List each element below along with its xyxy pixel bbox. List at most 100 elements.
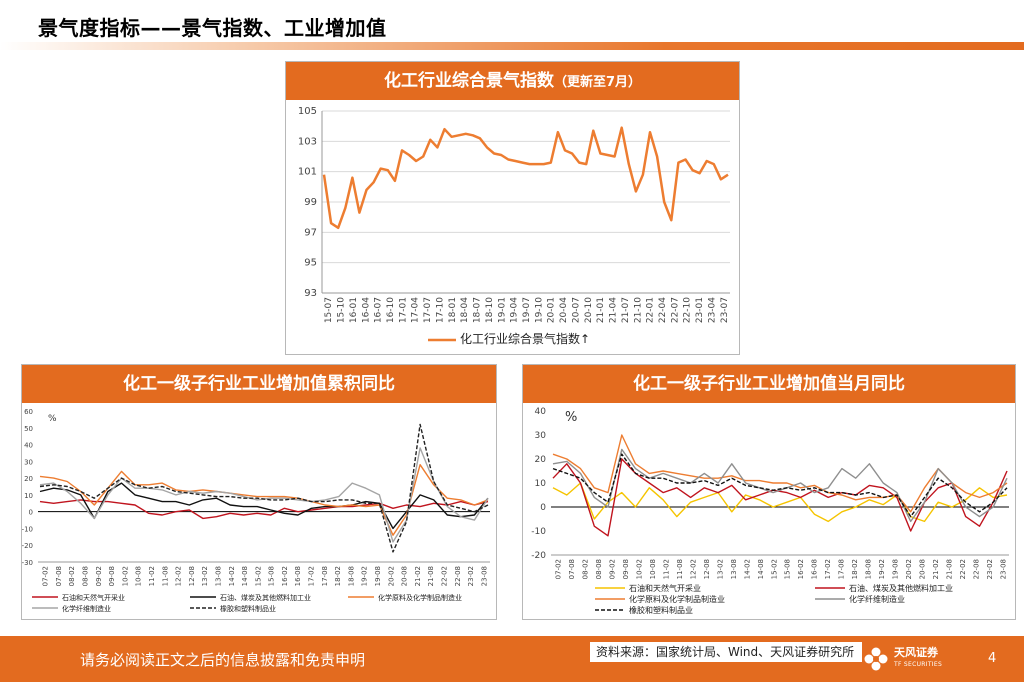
x-tick-label: 19-01 — [497, 297, 507, 323]
series-line-1 — [322, 126, 729, 230]
x-tick-label: 16-02 — [797, 559, 805, 579]
x-tick-label: 07-02 — [555, 559, 563, 579]
x-tick-label: 17-02 — [308, 566, 316, 586]
y-tick-label: 20 — [535, 455, 547, 465]
x-tick-label: 18-10 — [485, 297, 495, 323]
x-tick-label: 22-02 — [959, 559, 967, 579]
x-tick-label: 16-07 — [374, 297, 384, 323]
x-tick-label: 20-10 — [584, 297, 594, 323]
x-tick-label: 09-02 — [95, 566, 103, 586]
x-tick-label: 09-02 — [609, 559, 617, 579]
x-tick-label: 14-02 — [743, 559, 751, 579]
page-number: 4 — [988, 651, 997, 666]
x-tick-label: 20-08 — [401, 566, 409, 586]
x-tick-label: 15-08 — [268, 566, 276, 586]
company-logo: 天风证券 TF SECURITIES — [862, 645, 942, 673]
x-tick-label: 18-04 — [460, 297, 470, 323]
x-tick-label: 19-10 — [534, 297, 544, 323]
x-tick-label: 19-08 — [892, 559, 900, 579]
x-tick-label: 08-02 — [68, 566, 76, 586]
legend-label-5: 橡胶和塑料制品业 — [220, 604, 276, 613]
x-tick-label: 21-04 — [609, 297, 619, 323]
x-tick-label: 09-08 — [108, 566, 116, 586]
x-tick-label: 17-08 — [838, 559, 846, 579]
x-tick-label: 16-01 — [349, 297, 359, 323]
legend-label-3: 化学原料及化学制品制造业 — [378, 593, 462, 602]
y-tick-label: 40 — [535, 407, 547, 417]
series-line-3 — [39, 464, 489, 536]
logo-name: 天风证券 — [894, 646, 938, 659]
legend-label-4: 化学纤维制造业 — [849, 594, 905, 604]
x-tick-label: 17-10 — [435, 297, 445, 323]
y-tick-label: 60 — [24, 408, 33, 416]
source-note: 资料来源：国家统计局、Wind、天风证券研究所 — [590, 642, 863, 662]
y-tick-label: -10 — [22, 525, 33, 533]
y-tick-label: 0 — [540, 503, 546, 513]
x-tick-label: 20-01 — [547, 297, 557, 323]
legend-label-4: 化学纤维制造业 — [62, 604, 111, 613]
x-tick-label: 12-02 — [175, 566, 183, 586]
x-tick-label: 07-08 — [55, 566, 63, 586]
x-tick-label: 23-02 — [467, 566, 475, 586]
x-tick-label: 23-01 — [695, 297, 705, 323]
logo-text: 天风证券 TF SECURITIES — [894, 647, 942, 671]
legend-label-3: 化学原料及化学制品制造业 — [629, 594, 725, 604]
y-tick-label: 30 — [24, 458, 33, 466]
x-tick-label: 22-07 — [670, 297, 680, 323]
x-tick-label: 23-02 — [986, 559, 994, 579]
x-tick-label: 11-08 — [676, 559, 684, 579]
x-tick-label: 23-08 — [480, 566, 488, 586]
x-tick-label: 20-02 — [905, 559, 913, 579]
x-tick-label: 21-10 — [633, 297, 643, 323]
disclaimer-link[interactable]: 请务必阅读正文之后的信息披露和免责申明 — [80, 651, 366, 669]
logo-subtitle: TF SECURITIES — [894, 661, 943, 668]
legend-label-1: 石油和天然气开采业 — [62, 593, 125, 602]
title-rule — [0, 42, 1024, 50]
x-tick-label: 18-02 — [851, 559, 859, 579]
series-line-3 — [552, 434, 1008, 513]
x-tick-label: 16-04 — [361, 297, 371, 323]
x-tick-label: 16-10 — [386, 297, 396, 323]
x-tick-label: 11-08 — [161, 566, 169, 586]
x-tick-label: 23-07 — [720, 297, 730, 323]
x-tick-label: 14-02 — [228, 566, 236, 586]
x-tick-label: 11-02 — [663, 559, 671, 579]
y-tick-label: 40 — [24, 442, 33, 450]
x-tick-label: 07-08 — [568, 559, 576, 579]
ytd-growth-card: 化工一级子行业工业增加值累积同比 -30 -20 -10 0 10 20 30 40 50 60 0… — [21, 364, 497, 620]
legend-label-2: 石油、煤炭及其他燃料加工业 — [849, 583, 953, 593]
x-tick-label: 22-02 — [440, 566, 448, 586]
x-tick-label: 22-01 — [646, 297, 656, 323]
x-tick-label: 16-02 — [281, 566, 289, 586]
y-unit-label: % — [48, 414, 57, 424]
x-tick-label: 20-04 — [559, 297, 569, 323]
monthly-growth-chart: -20 -10 0 10 20 30 40 07-02 07-08 08-02 08-08 09-02… — [531, 407, 1009, 615]
y-tick-label: 103 — [298, 136, 317, 147]
y-tick-label: -20 — [22, 542, 33, 550]
x-tick-label: 22-08 — [972, 559, 980, 579]
x-tick-label: 07-02 — [42, 566, 50, 586]
x-tick-label: 21-02 — [414, 566, 422, 586]
y-tick-label: 30 — [535, 431, 547, 441]
x-tick-label: 13-02 — [201, 566, 209, 586]
x-tick-label: 21-01 — [596, 297, 606, 323]
x-tick-label: 12-08 — [188, 566, 196, 586]
x-tick-label: 08-08 — [82, 566, 90, 586]
x-tick-label: 13-02 — [716, 559, 724, 579]
x-tick-label: 12-08 — [703, 559, 711, 579]
x-tick-label: 19-02 — [361, 566, 369, 586]
x-tick-label: 21-02 — [932, 559, 940, 579]
legend-label-1: 化工行业综合景气指数↑ — [460, 331, 590, 346]
x-tick-label: 10-08 — [649, 559, 657, 579]
x-tick-label: 13-08 — [214, 566, 222, 586]
x-tick-label: 17-08 — [321, 566, 329, 586]
monthly-growth-header: 化工一级子行业工业增加值当月同比 — [523, 365, 1015, 403]
y-tick-label: -20 — [531, 551, 546, 561]
y-tick-label: 10 — [535, 479, 547, 489]
ytd-growth-chart: -30 -20 -10 0 10 20 30 40 50 60 07-02 07-08 08-02 08-… — [22, 408, 490, 613]
y-tick-label: 93 — [304, 288, 317, 299]
y-tick-label: 101 — [298, 167, 317, 178]
ytd-growth-header: 化工一级子行业工业增加值累积同比 — [22, 365, 496, 403]
y-tick-label: 105 — [298, 106, 317, 117]
